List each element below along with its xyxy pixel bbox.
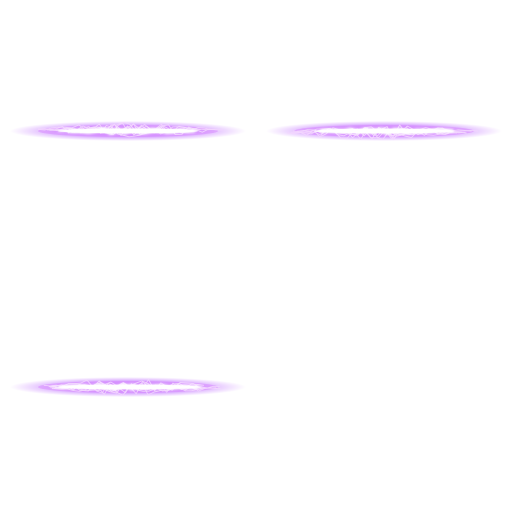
lightning-bolt-2 <box>266 121 502 141</box>
empty-frame <box>256 256 512 512</box>
lightning-bolt-3 <box>10 377 246 397</box>
lightning-hot-core <box>58 128 198 134</box>
lightning-bolt-1 <box>10 121 246 141</box>
sprite-frame-2 <box>256 0 512 256</box>
sprite-frame-3 <box>0 256 256 512</box>
sprite-frame-4-empty <box>256 256 512 512</box>
lightning-hot-core <box>314 128 454 134</box>
lightning-hot-core <box>58 384 198 390</box>
sprite-frame-1 <box>0 0 256 256</box>
